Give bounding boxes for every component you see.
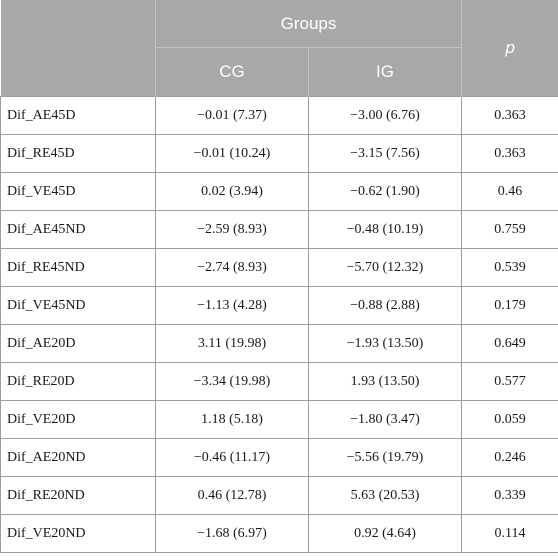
p-value-cell: 0.246 bbox=[461, 438, 558, 477]
ig-value-cell: −0.88 (2.88) bbox=[308, 286, 462, 325]
variable-cell: Dif_AE20D bbox=[0, 324, 156, 363]
ig-value-cell: 5.63 (20.53) bbox=[308, 476, 462, 515]
cg-value-cell: −1.68 (6.97) bbox=[155, 514, 309, 553]
p-value-cell: 0.759 bbox=[461, 210, 558, 249]
header-corner-cell bbox=[0, 0, 156, 97]
p-value-header: p bbox=[461, 0, 558, 97]
variable-cell: Dif_RE45ND bbox=[0, 248, 156, 287]
p-value-cell: 0.114 bbox=[461, 514, 558, 553]
cg-value-cell: −0.46 (11.17) bbox=[155, 438, 309, 477]
cg-value-cell: 1.18 (5.18) bbox=[155, 400, 309, 439]
p-value-cell: 0.649 bbox=[461, 324, 558, 363]
ig-value-cell: −3.00 (6.76) bbox=[308, 96, 462, 135]
cg-value-cell: 0.46 (12.78) bbox=[155, 476, 309, 515]
cg-value-cell: 3.11 (19.98) bbox=[155, 324, 309, 363]
cg-header: CG bbox=[155, 47, 309, 97]
ig-value-cell: 1.93 (13.50) bbox=[308, 362, 462, 401]
ig-value-cell: −1.80 (3.47) bbox=[308, 400, 462, 439]
p-value-cell: 0.363 bbox=[461, 134, 558, 173]
cg-value-cell: 0.02 (3.94) bbox=[155, 172, 309, 211]
cg-value-cell: −2.59 (8.93) bbox=[155, 210, 309, 249]
ig-value-cell: −5.56 (19.79) bbox=[308, 438, 462, 477]
ig-value-cell: −0.48 (10.19) bbox=[308, 210, 462, 249]
table-row: Dif_AE20ND −0.46 (11.17) −5.56 (19.79) 0.24… bbox=[0, 438, 558, 477]
cg-value-cell: −3.34 (19.98) bbox=[155, 362, 309, 401]
table-row: Dif_AE45ND −2.59 (8.93) −0.48 (10.19) 0.759 bbox=[0, 210, 558, 249]
table-row: Dif_VE20D 1.18 (5.18) −1.80 (3.47) 0.059 bbox=[0, 400, 558, 439]
table-row: Dif_AE20D 3.11 (19.98) −1.93 (13.50) 0.649 bbox=[0, 324, 558, 363]
ig-value-cell: −3.15 (7.56) bbox=[308, 134, 462, 173]
cg-value-cell: −0.01 (7.37) bbox=[155, 96, 309, 135]
table-row: Dif_RE45D −0.01 (10.24) −3.15 (7.56) 0.363 bbox=[0, 134, 558, 173]
variable-cell: Dif_AE45ND bbox=[0, 210, 156, 249]
p-value-cell: 0.059 bbox=[461, 400, 558, 439]
table-row: Dif_RE45ND −2.74 (8.93) −5.70 (12.32) 0.539 bbox=[0, 248, 558, 287]
variable-cell: Dif_RE45D bbox=[0, 134, 156, 173]
table-row: Dif_AE45D −0.01 (7.37) −3.00 (6.76) 0.363 bbox=[0, 96, 558, 135]
ig-value-cell: 0.92 (4.64) bbox=[308, 514, 462, 553]
variable-cell: Dif_RE20ND bbox=[0, 476, 156, 515]
header-row-subgroups: CG IG bbox=[1, 47, 558, 97]
table-row: Dif_RE20ND 0.46 (12.78) 5.63 (20.53) 0.339 bbox=[0, 476, 558, 515]
table-body: Dif_AE45D −0.01 (7.37) −3.00 (6.76) 0.363 Di… bbox=[0, 96, 558, 553]
variable-cell: Dif_VE45ND bbox=[0, 286, 156, 325]
ig-value-cell: −5.70 (12.32) bbox=[308, 248, 462, 287]
table-row: Dif_VE45ND −1.13 (4.28) −0.88 (2.88) 0.179 bbox=[0, 286, 558, 325]
p-value-cell: 0.339 bbox=[461, 476, 558, 515]
cg-value-cell: −0.01 (10.24) bbox=[155, 134, 309, 173]
variable-cell: Dif_VE20D bbox=[0, 400, 156, 439]
cg-value-cell: −1.13 (4.28) bbox=[155, 286, 309, 325]
table-header: Groups p CG IG bbox=[0, 0, 558, 97]
p-value-cell: 0.363 bbox=[461, 96, 558, 135]
variable-cell: Dif_VE20ND bbox=[0, 514, 156, 553]
variable-cell: Dif_AE45D bbox=[0, 96, 156, 135]
ig-header: IG bbox=[308, 47, 462, 97]
variable-cell: Dif_RE20D bbox=[0, 362, 156, 401]
p-value-cell: 0.179 bbox=[461, 286, 558, 325]
table-row: Dif_RE20D −3.34 (19.98) 1.93 (13.50) 0.577 bbox=[0, 362, 558, 401]
table-row: Dif_VE20ND −1.68 (6.97) 0.92 (4.64) 0.114 bbox=[0, 514, 558, 553]
groups-header: Groups bbox=[155, 0, 462, 48]
p-value-cell: 0.539 bbox=[461, 248, 558, 287]
variable-cell: Dif_VE45D bbox=[0, 172, 156, 211]
p-value-cell: 0.46 bbox=[461, 172, 558, 211]
header-row-groups: Groups p bbox=[0, 0, 558, 97]
variable-cell: Dif_AE20ND bbox=[0, 438, 156, 477]
table-row: Dif_VE45D 0.02 (3.94) −0.62 (1.90) 0.46 bbox=[0, 172, 558, 211]
ig-value-cell: −1.93 (13.50) bbox=[308, 324, 462, 363]
ig-value-cell: −0.62 (1.90) bbox=[308, 172, 462, 211]
cg-value-cell: −2.74 (8.93) bbox=[155, 248, 309, 287]
p-value-cell: 0.577 bbox=[461, 362, 558, 401]
